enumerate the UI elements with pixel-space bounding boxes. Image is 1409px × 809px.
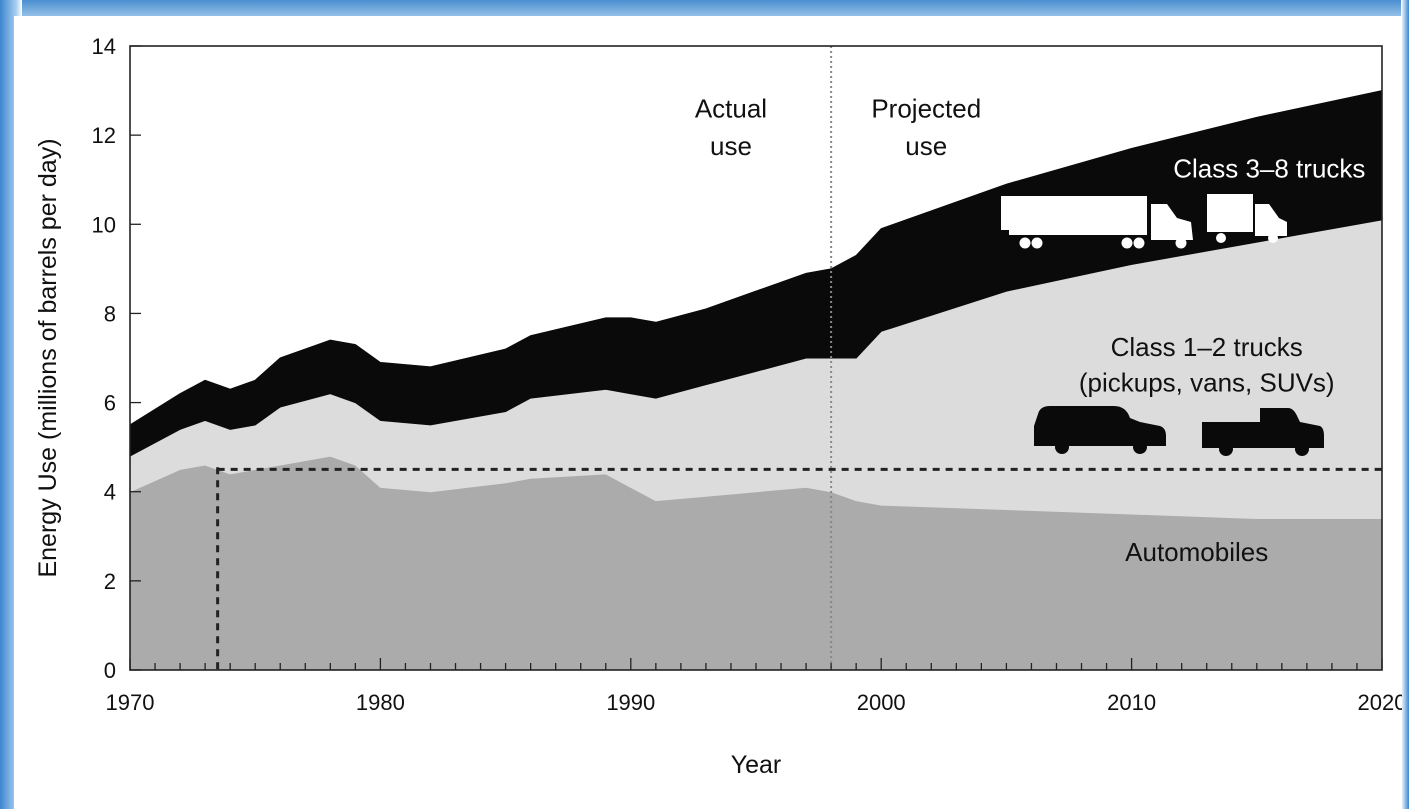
suv-icon	[1034, 406, 1166, 454]
x-tick-label: 1980	[356, 690, 405, 715]
y-tick-label: 10	[92, 212, 116, 237]
pickup-truck-icon	[1202, 408, 1324, 456]
series-label-automobiles: Automobiles	[1125, 537, 1268, 567]
y-tick-label: 2	[104, 569, 116, 594]
chart-card: 1970 1980 1990 2000 2010 2020 0 2 4 6 8 10 12 14 Year…	[14, 16, 1402, 809]
y-tick-label: 6	[104, 391, 116, 416]
axis-ticks: 1970 1980 1990 2000 2010 2020 0 2 4 6 8 10 12 14	[92, 34, 1402, 715]
semi-truck-icon	[1001, 196, 1193, 249]
x-tick-label: 2020	[1358, 690, 1402, 715]
y-tick-label: 14	[92, 34, 116, 59]
x-tick-label: 2000	[857, 690, 906, 715]
y-tick-label: 12	[92, 123, 116, 148]
y-tick-label: 8	[104, 301, 116, 326]
annotation-projected-use: use	[905, 131, 947, 161]
series-label-class-1-2-trucks-subtitle: (pickups, vans, SUVs)	[1079, 367, 1335, 397]
reference-lines	[216, 46, 1382, 670]
series-label-class-3-8-trucks: Class 3–8 trucks	[1173, 153, 1365, 183]
series-label-class-1-2-trucks: Class 1–2 trucks	[1111, 332, 1303, 362]
x-tick-label: 1990	[606, 690, 655, 715]
vehicle-icons	[1001, 194, 1324, 456]
y-tick-label: 0	[104, 658, 116, 683]
annotation-actual-use: use	[710, 131, 752, 161]
y-axis-title: Energy Use (millions of barrels per day)	[34, 138, 62, 577]
background-right-border	[1401, 0, 1409, 809]
annotation-projected: Projected	[871, 93, 981, 123]
box-truck-icon	[1207, 194, 1287, 243]
annotation-actual: Actual	[695, 93, 767, 123]
y-tick-label: 4	[104, 480, 116, 505]
energy-use-chart: 1970 1980 1990 2000 2010 2020 0 2 4 6 8 10 12 14 Year…	[34, 34, 1402, 779]
x-axis-title: Year	[731, 751, 782, 779]
x-tick-label: 1970	[106, 690, 155, 715]
x-tick-label: 2010	[1107, 690, 1156, 715]
